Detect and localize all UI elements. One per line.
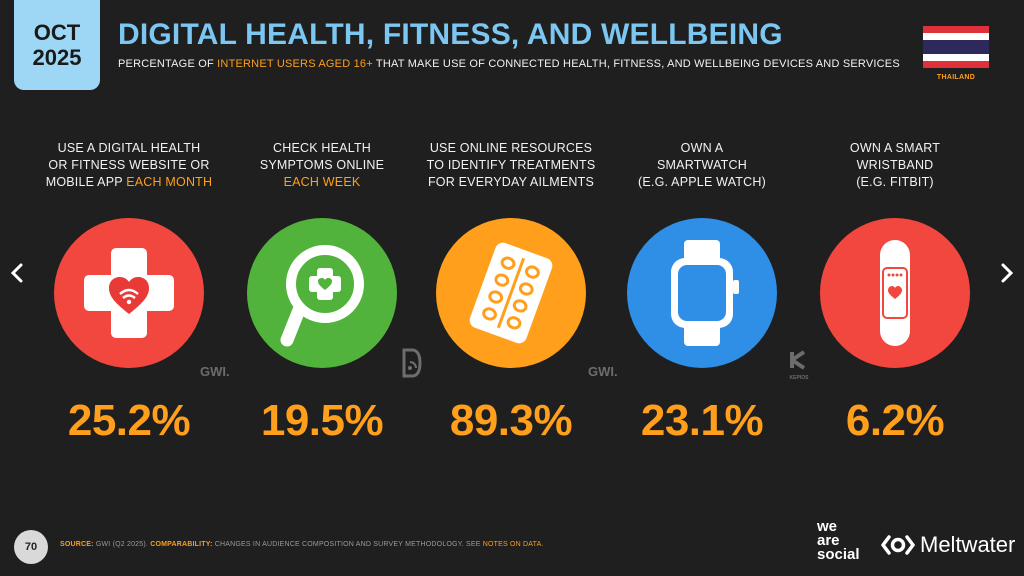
wristband-icon: [820, 218, 970, 368]
chevron-left-icon: [10, 263, 23, 283]
date-badge: OCT 2025: [14, 0, 100, 90]
label-line: (E.G. FITBIT): [856, 175, 934, 189]
metric-value: 19.5%: [260, 396, 384, 445]
metric-value: 25.2%: [67, 396, 191, 445]
metric-value: 23.1%: [640, 396, 764, 445]
health-cross-heart-icon: [54, 218, 204, 368]
kepios-logo: KEPIOS: [788, 350, 810, 381]
label-line: SMARTWATCH: [657, 158, 747, 172]
metric-value: 89.3%: [449, 396, 573, 445]
country-label: THAILAND: [936, 74, 976, 81]
label-line: SYMPTOMS ONLINE: [259, 158, 385, 172]
footer-source: SOURCE: GWI (Q2 2025). COMPARABILITY: CH…: [60, 541, 544, 548]
metric-smartwatch: OWN A SMARTWATCH (E.G. APPLE WATCH) 23.1…: [607, 140, 797, 445]
label-line: FOR EVERYDAY AILMENTS: [427, 175, 595, 189]
gwi-source-logo: GWI.: [588, 364, 618, 379]
page-subtitle: PERCENTAGE OF INTERNET USERS AGED 16+ TH…: [118, 58, 900, 70]
subtitle-post: THAT MAKE USE OF CONNECTED HEALTH, FITNE…: [372, 58, 900, 70]
label-line: (E.G. APPLE WATCH): [638, 175, 766, 189]
label-line: CHECK HEALTH: [272, 141, 372, 155]
label-line: EACH WEEK: [283, 175, 361, 189]
magnifier-cross-icon: [247, 218, 397, 368]
label-line: TO IDENTIFY TREATMENTS: [426, 158, 596, 172]
metric-symptoms-online: CHECK HEALTH SYMPTOMS ONLINE EACH WEEK 1…: [227, 140, 417, 445]
metric-label: OWN A SMART WRISTBAND (E.G. FITBIT): [800, 140, 990, 194]
notes-on-data-link[interactable]: NOTES ON DATA: [482, 541, 542, 548]
next-slide-button[interactable]: [1000, 262, 1014, 290]
gwi-source-logo: GWI.: [200, 364, 230, 379]
metric-label: USE A DIGITAL HEALTH OR FITNESS WEBSITE …: [34, 140, 224, 194]
label-line: MOBILE APP EACH MONTH: [45, 175, 213, 189]
prev-slide-button[interactable]: [10, 262, 24, 290]
datareportal-logo-icon: [400, 348, 422, 383]
pill-pack-icon: [436, 218, 586, 368]
metric-label: OWN A SMARTWATCH (E.G. APPLE WATCH): [607, 140, 797, 194]
subtitle-highlight: INTERNET USERS AGED 16+: [217, 58, 373, 70]
label-line: WRISTBAND: [856, 158, 934, 172]
page-title: DIGITAL HEALTH, FITNESS, AND WELLBEING: [118, 18, 783, 51]
date-month: OCT: [33, 20, 81, 45]
page-number: 70: [14, 530, 48, 564]
date-year: 2025: [32, 45, 82, 70]
meltwater-mark-icon: [881, 535, 915, 555]
label-line: USE ONLINE RESOURCES: [429, 141, 593, 155]
label-line: USE A DIGITAL HEALTH: [57, 141, 201, 155]
metric-smart-wristband: OWN A SMART WRISTBAND (E.G. FITBIT) 6.2%: [800, 140, 990, 445]
label-line: OWN A SMART: [849, 141, 941, 155]
metric-label: CHECK HEALTH SYMPTOMS ONLINE EACH WEEK: [227, 140, 417, 194]
metric-value: 6.2%: [845, 396, 945, 445]
thailand-flag-icon: [923, 26, 989, 68]
meltwater-logo: Meltwater: [880, 532, 1015, 558]
label-line: OR FITNESS WEBSITE OR: [48, 158, 210, 172]
chevron-right-icon: [1001, 263, 1014, 283]
we-are-social-logo: we are social: [817, 518, 860, 563]
smartwatch-icon: [627, 218, 777, 368]
metric-health-app: USE A DIGITAL HEALTH OR FITNESS WEBSITE …: [34, 140, 224, 445]
metric-label: USE ONLINE RESOURCES TO IDENTIFY TREATME…: [416, 140, 606, 194]
metric-online-treatments: USE ONLINE RESOURCES TO IDENTIFY TREATME…: [416, 140, 606, 445]
subtitle-pre: PERCENTAGE OF: [118, 58, 218, 70]
label-line: OWN A: [680, 141, 724, 155]
